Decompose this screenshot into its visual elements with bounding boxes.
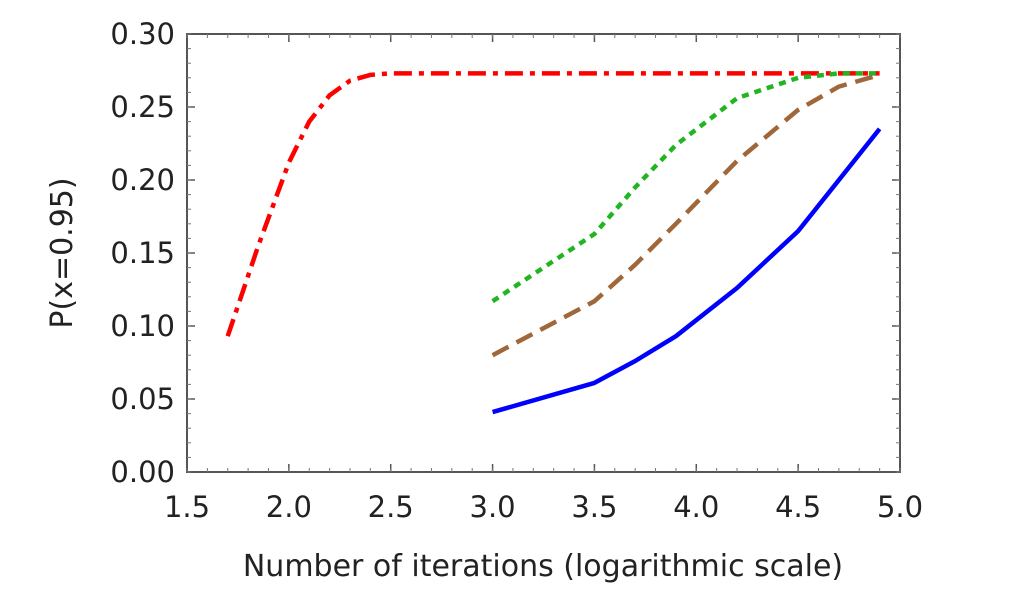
y-tick-label: 0.20 — [110, 163, 175, 197]
tick-labels: 1.5 2.0 2.5 3.0 3.5 4.0 4.5 5.0 0.00 0.05 0.10 0.15… — [110, 17, 923, 524]
y-tick-label: 0.10 — [110, 309, 175, 343]
x-tick-label: 1.5 — [164, 490, 210, 524]
series-line-green-dotted — [491, 71, 880, 304]
x-tick-label: 3.0 — [470, 490, 516, 524]
y-tick-label: 0.05 — [110, 382, 175, 416]
plot-frame — [186, 33, 901, 473]
y-tick-label: 0.00 — [110, 455, 175, 489]
y-tick-label: 0.30 — [110, 17, 175, 51]
ticks — [186, 33, 901, 473]
x-tick-label: 3.5 — [571, 490, 617, 524]
series-line-red-dashdot — [225, 71, 880, 337]
series-line-brown-dashed — [491, 72, 881, 358]
y-tick-label: 0.25 — [110, 90, 175, 124]
x-tick-label: 4.0 — [673, 490, 719, 524]
series-layer — [225, 71, 882, 415]
y-axis-label: P(x=0.95) — [45, 177, 80, 328]
x-tick-label: 2.0 — [266, 490, 312, 524]
x-tick-label: 5.0 — [877, 490, 923, 524]
x-tick-label: 2.5 — [368, 490, 414, 524]
x-tick-label: 4.5 — [775, 490, 821, 524]
y-tick-label: 0.15 — [110, 236, 175, 270]
series-line-blue-solid — [491, 127, 882, 415]
x-axis-label: Number of iterations (logarithmic scale) — [243, 549, 843, 584]
